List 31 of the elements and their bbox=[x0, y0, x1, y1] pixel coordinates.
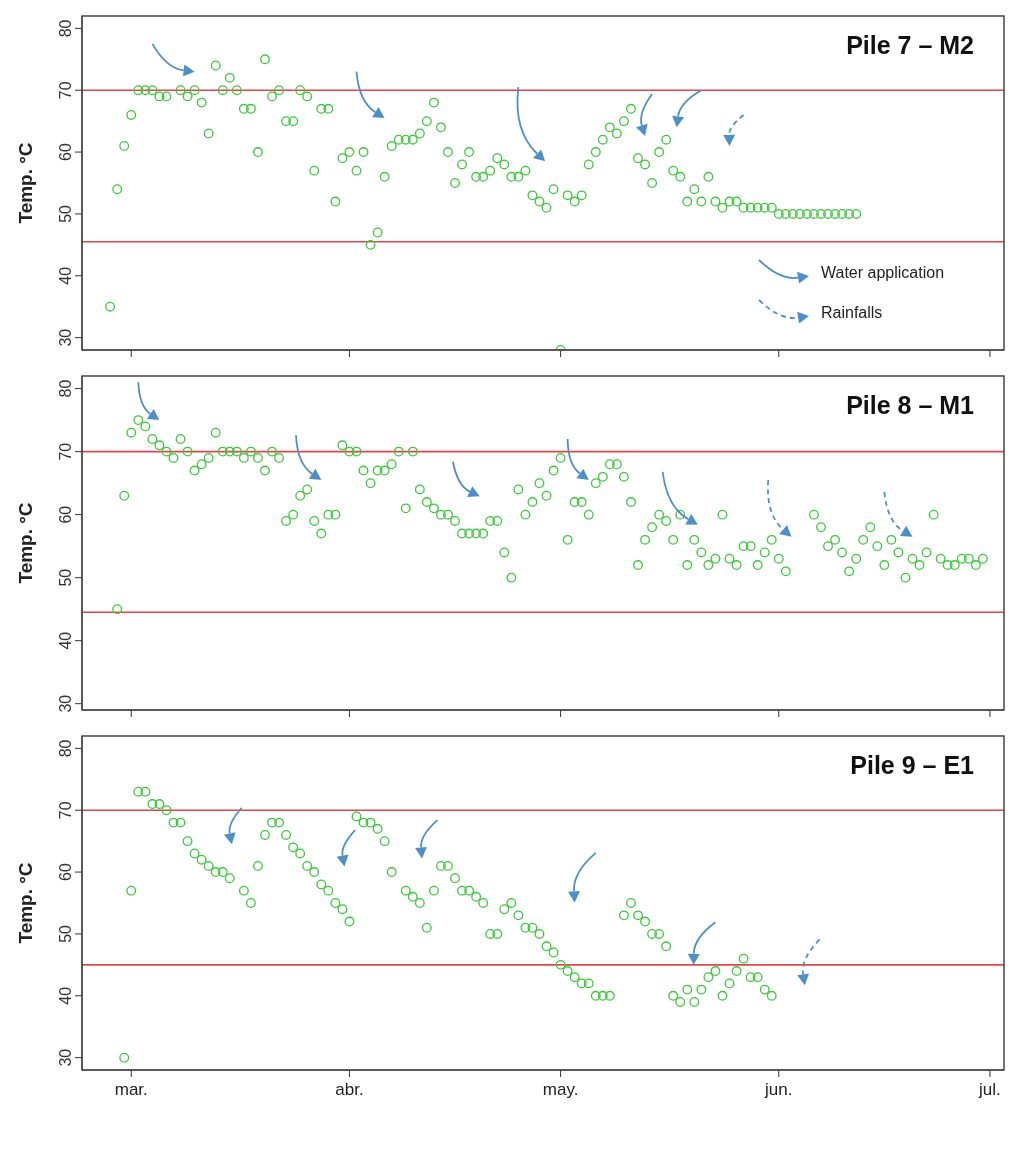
y-tick-label: 80 bbox=[57, 19, 74, 38]
y-tick-label: 70 bbox=[57, 801, 74, 820]
y-tick-label: 60 bbox=[57, 863, 74, 881]
x-tick-label: abr. bbox=[335, 1080, 364, 1099]
y-tick-label: 50 bbox=[57, 568, 74, 587]
text: Pile 8 – M1 bbox=[846, 391, 975, 419]
text: Pile 7 – M2 bbox=[846, 31, 974, 59]
y-tick-label: 80 bbox=[57, 739, 74, 758]
y-tick-label: 30 bbox=[57, 1048, 74, 1067]
annotation: Water application bbox=[821, 264, 945, 281]
x-tick-label: jun. bbox=[764, 1080, 793, 1099]
y-tick-label: 30 bbox=[57, 328, 74, 347]
y-tick-label: 70 bbox=[57, 442, 74, 461]
y-tick-label: 50 bbox=[57, 204, 74, 223]
y-axis-title: Temp. °C bbox=[15, 502, 36, 584]
y-tick-label: 60 bbox=[57, 505, 74, 524]
y-tick-label: 30 bbox=[57, 694, 74, 713]
x-tick-label: may. bbox=[542, 1080, 579, 1099]
x-tick-label: mar. bbox=[114, 1080, 148, 1099]
x-tick-label: jul. bbox=[978, 1080, 1001, 1099]
y-axis-title: Temp. °C bbox=[15, 142, 36, 224]
y-tick-label: 70 bbox=[57, 81, 74, 100]
text: Pile 9 – E1 bbox=[850, 751, 975, 779]
y-tick-label: 40 bbox=[57, 266, 74, 285]
annotation: Rainfalls bbox=[821, 304, 883, 321]
y-tick-label: 50 bbox=[57, 924, 74, 943]
y-tick-label: 40 bbox=[57, 631, 74, 650]
y-tick-label: 40 bbox=[57, 986, 74, 1005]
y-tick-label: 80 bbox=[57, 379, 74, 398]
y-tick-label: 60 bbox=[57, 143, 74, 161]
y-axis-title: Temp. °C bbox=[15, 862, 36, 944]
